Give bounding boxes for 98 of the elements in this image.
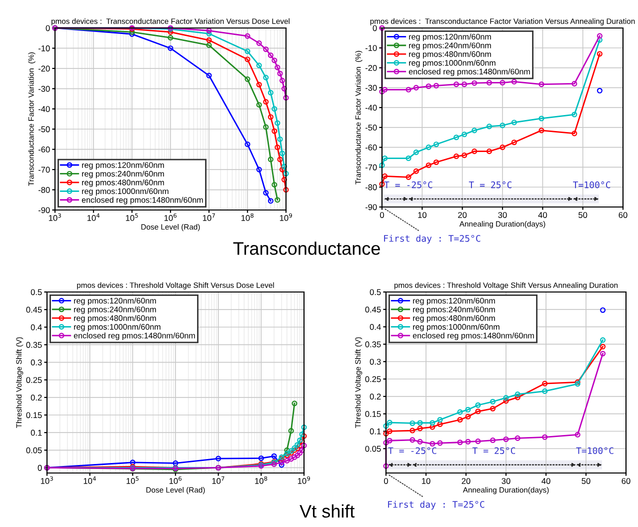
x-tick-label: 60 [622,478,630,484]
y-tick-label: 0.35 [26,342,42,348]
y-tick-label: 0.1 [370,428,381,434]
band-label: T=100°C [573,181,610,188]
x-tick-label: 10$^{3}$ [48,213,61,221]
x-tick-label: 10$^{6}$ [169,476,182,484]
y-tick-label: 0.15 [365,411,381,417]
y-tick-label: 0.2 [30,394,42,401]
x-tick-label: 20 [462,478,470,484]
x-tick-label: 10$^{7}$ [212,476,224,484]
y-tick-label: 0.05 [26,447,42,454]
x-tick-label: 20 [458,212,467,218]
x-tick-label: 50 [578,212,588,218]
y-tick-label: -70 [38,166,50,173]
legend-label: reg pmos:1000nm/60nm [413,324,500,332]
x-tick-label: 10$^{5}$ [126,476,139,484]
x-tick-label: 50 [582,478,590,484]
legend-label: reg pmos:240nm/60nm [82,170,164,178]
y-tick-label: 0.5 [370,289,381,296]
y-tick-label: -60 [38,146,50,152]
band-label: T = 25°C [468,181,512,188]
y-tick-label: -10 [38,45,50,52]
x-tick-label: 10$^{4}$ [84,476,96,484]
x-tick-label: 10$^{6}$ [164,213,177,221]
y-tick-label: 0.3 [370,358,381,365]
x-tick-label: 0 [384,478,388,484]
y-tick-label: 0.45 [365,306,381,313]
x-tick-label: 10$^{9}$ [298,476,310,484]
y-tick-label: -40 [38,106,50,112]
y-tick-label: -30 [38,86,50,92]
legend-label: reg pmos:240nm/60nm [409,42,491,50]
y-tick-label: 0.25 [365,376,381,382]
x-tick-label: 10$^{8}$ [255,476,268,484]
legend-label: reg pmos:480nm/60nm [74,315,156,323]
band-label: T = -25°C [388,447,436,454]
y-tick-label: -50 [365,124,377,131]
y-tick-label: -90 [365,204,377,210]
y-tick-label: 0.25 [26,377,42,383]
legend-label: enclosed reg pmos:1480nm/60nm [408,68,530,76]
y-tick-label: 0.05 [365,446,381,452]
x-tick-label: 40 [538,212,547,218]
y-tick-label: 0.2 [370,394,381,400]
legend-label: reg pmos:480nm/60nm [409,51,491,59]
x-tick-label: 10$^{8}$ [241,213,254,221]
legend-label: reg pmos:1000nm/60nm [82,188,168,196]
y-tick-label: 0.5 [30,289,42,296]
legend-label: enclosed reg pmos:1480nm/60nm [74,332,195,340]
x-tick-label: 10 [422,478,430,484]
legend-label: reg pmos:240nm/60nm [74,306,156,314]
x-tick-label: 30 [502,478,510,484]
legend-label: reg pmos:480nm/60nm [82,179,164,187]
x-tick-label: 60 [618,212,628,218]
y-tick-label: 0 [38,464,42,471]
text: Transconductance [233,242,380,255]
y-tick-label: 0 [372,25,377,32]
x-tick-label: 10$^{5}$ [126,213,138,221]
legend-label: reg pmos:120nm/60nm [82,162,164,170]
y-tick-label: -20 [365,64,377,71]
legend-label: reg pmos:120nm/60nm [74,298,156,306]
y-tick-label: 0.45 [26,306,42,313]
y-tick-label: -80 [38,186,50,193]
legend-label: reg pmos:240nm/60nm [413,306,495,314]
y-tick-label: -80 [365,184,377,190]
y-tick-label: 0.4 [370,324,381,330]
legend-label: reg pmos:1000nm/60nm [74,324,160,332]
legend-label: reg pmos:120nm/60nm [413,298,495,306]
legend-label: enclosed reg pmos:1480nm/60nm [82,196,203,204]
x-tick-label: 10$^{4}$ [87,213,100,221]
text: First day : T=25°C [388,500,484,510]
y-tick-label: -50 [38,126,50,132]
x-tick-label: 10$^{7}$ [202,213,215,221]
x-tick-label: 10$^{9}$ [280,213,292,221]
y-tick-label: -10 [365,45,377,51]
x-tick-label: 10 [418,212,426,218]
y-tick-label: -40 [365,104,377,111]
y-tick-label: 0.3 [30,359,42,366]
y-tick-label: 0.35 [365,341,381,348]
y-tick-label: 0.15 [26,412,42,418]
y-tick-label: -20 [38,66,50,72]
y-tick-label: 0 [46,25,50,32]
text: First day : T=25°C [384,234,480,244]
legend-label: enclosed reg pmos:1480nm/60nm [412,332,534,340]
x-tick-label: 30 [498,212,507,218]
legend-label: reg pmos:120nm/60nm [409,34,491,42]
band-label: T = -25°C [384,181,432,188]
legend-label: reg pmos:1000nm/60nm [409,60,496,68]
y-tick-label: -60 [365,144,377,150]
legend-label: reg pmos:480nm/60nm [413,315,495,323]
band-label: T=100°C [576,447,614,454]
x-tick-label: 10$^{3}$ [40,476,53,484]
y-tick-label: -70 [365,164,377,170]
y-tick-label: 0.1 [30,430,42,436]
y-tick-label: -90 [38,207,50,214]
text: Vt shift [300,504,355,518]
y-tick-label: -30 [365,84,377,91]
band-label: T = 25°C [472,447,516,454]
y-tick-label: 0.4 [30,324,42,330]
x-tick-label: 40 [542,478,550,484]
